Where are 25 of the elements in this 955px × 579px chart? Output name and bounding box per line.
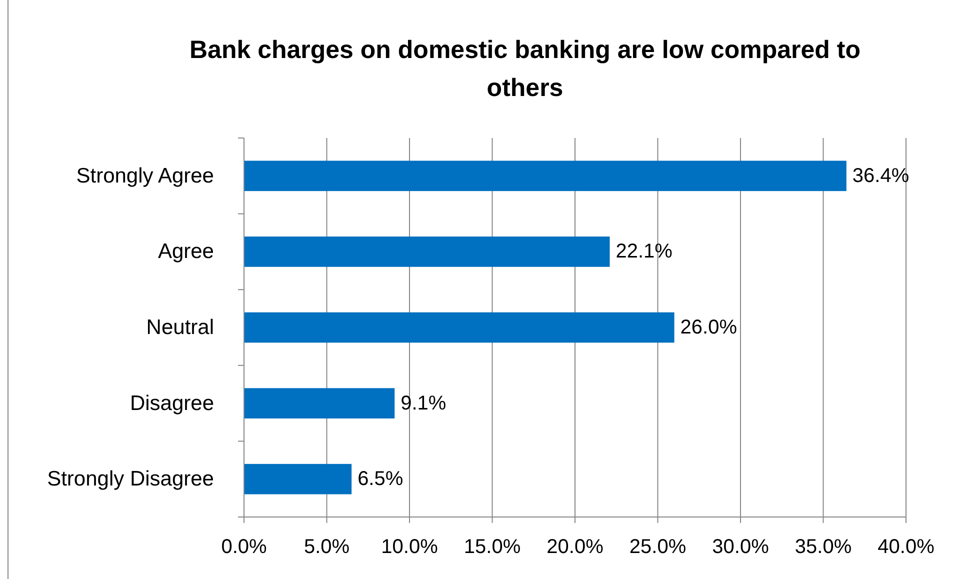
- x-tick-label: 20.0%: [546, 536, 604, 558]
- y-tick-label: Strongly Disagree: [47, 468, 214, 491]
- x-tick-label: 35.0%: [794, 536, 852, 558]
- x-tick-label: 25.0%: [629, 536, 686, 558]
- x-tick-label: 15.0%: [464, 536, 521, 558]
- data-label: 26.0%: [680, 316, 738, 338]
- bar: [244, 160, 846, 192]
- bar: [244, 236, 610, 267]
- x-tick-label: 30.0%: [712, 536, 770, 558]
- bar: [244, 312, 674, 343]
- y-tick-label: Neutral: [146, 316, 214, 339]
- x-tick-label: 40.0%: [878, 536, 935, 558]
- x-tick-label: 5.0%: [304, 536, 350, 558]
- chart-title: Bank charges on domestic banking are low compared to others: [190, 36, 860, 102]
- y-tick-label: Disagree: [130, 392, 214, 415]
- data-label: 6.5%: [358, 468, 404, 490]
- data-label: 22.1%: [616, 240, 673, 263]
- y-tick-label: Strongly Agree: [76, 164, 214, 188]
- bar: [244, 464, 352, 494]
- x-tick-label: 10.0%: [381, 536, 438, 558]
- x-tick-label: 0.0%: [221, 536, 268, 558]
- bar: [244, 388, 395, 418]
- data-label: 36.4%: [852, 164, 910, 187]
- data-label: 9.1%: [400, 392, 446, 414]
- y-tick-label: Agree: [158, 240, 214, 264]
